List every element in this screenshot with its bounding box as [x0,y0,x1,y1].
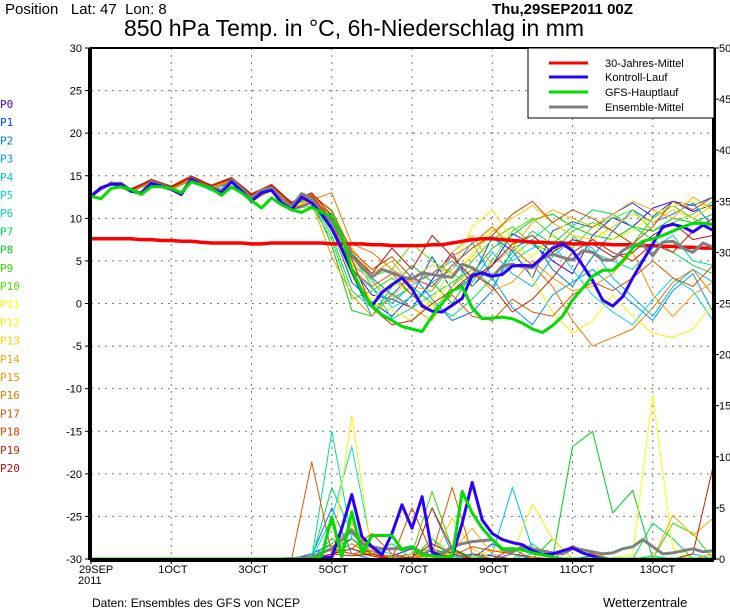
member-labels: P0 P1 P2 P3 P4 P5 P6 P7 P8 P9 P10 P11 P12 P13 P14 P15 P1… [0,98,20,475]
y-left-tick-label: 20 [70,128,82,140]
y-right-tick-label: 45 [719,94,730,106]
series-layer [90,175,714,561]
member-label-p8: P8 [0,244,13,257]
member-label-p2: P2 [0,134,13,147]
gfs-temp-line [90,180,714,334]
y-right-tick-label: 35 [719,196,730,208]
y-left-tick-label: -15 [66,426,82,438]
x-tick-label: 11OCT [560,564,595,576]
y-left-tick-label: 30 [70,43,82,55]
member-precip-line-p6 [91,430,713,560]
y-right-tick-label: 5 [719,503,725,515]
member-label-p9: P9 [0,262,13,275]
y-left-tick-label: 25 [70,86,82,98]
footer-source: Daten: Ensembles des GFS von NCEP [92,596,300,609]
member-temp-line-p1 [90,179,714,317]
member-precip-line-p8 [91,430,713,560]
y-right-tick-label: 50 [719,43,730,55]
x-tick-label: 29SEP [79,564,113,576]
member-temp-line-p20 [90,176,714,279]
y-right-tick-label: 40 [719,145,730,157]
x-tick-year: 2011 [78,575,102,587]
member-precip-line-p5 [91,446,713,560]
member-label-p0: P0 [0,98,13,111]
control-temp-line [90,177,714,314]
x-tick-label: 9OCT [479,564,509,576]
y-left-tick-label: -5 [72,341,82,353]
member-label-p14: P14 [0,353,20,366]
legend-label-control: Kontroll-Lauf [605,72,668,84]
member-label-p4: P4 [0,171,14,184]
member-label-p15: P15 [0,371,20,384]
y-left-tick-label: -20 [66,469,82,481]
member-label-p19: P19 [0,444,20,457]
member-label-p17: P17 [0,407,20,420]
member-label-p13: P13 [0,335,20,348]
y-right-tick-label: 30 [719,247,730,259]
x-tick-label: 7OCT [399,564,429,576]
x-tick-label: 5OCT [319,564,349,576]
member-precip-line-p12 [91,415,713,560]
y-left-tick-label: -30 [66,554,82,566]
x-tick-label: 1OCT [158,564,188,576]
x-tick-label: 3OCT [239,564,269,576]
y-right-tick-label: 20 [719,350,730,362]
member-temp-line-p8 [90,178,714,317]
member-temp-line-p18 [90,175,714,287]
plot-frame [88,47,716,562]
member-label-p3: P3 [0,153,13,166]
member-temp-line-p4 [90,180,714,317]
axes: -30 -25 -20 -15 -10 -5 0 5 10 15 20 25 30 0 5 10 15 20 25 3… [66,43,730,587]
member-label-p10: P10 [0,280,20,293]
member-label-p11: P11 [0,298,20,311]
member-label-p12: P12 [0,316,20,329]
y-left-tick-label: 15 [70,171,82,183]
y-left-tick-label: 0 [76,299,82,311]
run-timestamp: Thu,29SEP2011 00Z [492,1,633,18]
position-label: Position Lat: 47 Lon: 8 [5,1,167,18]
member-temp-line-p14 [90,177,714,292]
y-left-tick-label: -25 [66,511,82,523]
member-label-p20: P20 [0,462,20,475]
footer-brand: Wetterzentrale [603,595,687,609]
member-precip-line-p17 [91,461,713,560]
climate-mean-temp-line [91,237,713,250]
member-temp-line-p10 [90,177,714,287]
y-right-tick-label: 0 [719,554,725,566]
y-right-tick-label: 25 [719,299,730,311]
legend: 30-Jahres-Mittel Kontroll-Lauf GFS-Haupt… [527,47,715,119]
member-label-p6: P6 [0,207,13,220]
y-right-tick-label: 10 [719,452,730,464]
member-precip-line-p19 [91,466,714,560]
y-left-tick-label: 10 [70,213,82,225]
y-left-tick-label: 5 [76,256,82,268]
legend-label-ensemble-mean: Ensemble-Mittel [605,102,684,114]
x-tick-label: 13OCT [640,564,676,576]
y-left-tick-label: -10 [66,384,82,396]
chart-title: 850 hPa Temp. in °C, 6h-Niederschlag in … [124,15,584,41]
member-label-p1: P1 [0,116,13,129]
legend-label-gfs: GFS-Hauptlauf [605,87,679,99]
member-label-p5: P5 [0,189,13,202]
member-label-p16: P16 [0,389,20,402]
y-right-tick-label: 15 [719,401,730,413]
member-label-p18: P18 [0,426,20,439]
legend-label-climate: 30-Jahres-Mittel [605,58,684,70]
member-label-p7: P7 [0,225,13,238]
